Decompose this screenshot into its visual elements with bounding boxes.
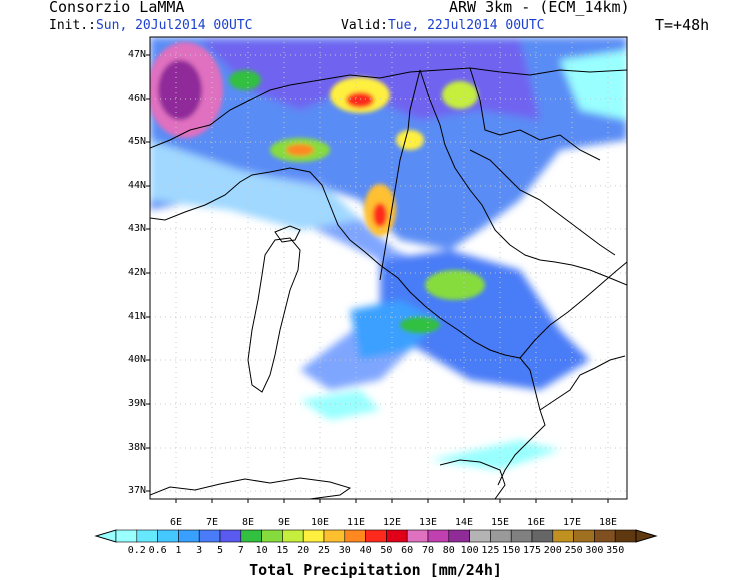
lon-label-11e: 11E [346, 517, 366, 528]
colorbar-swatch [510, 529, 533, 543]
lon-label-9e: 9E [277, 517, 291, 528]
lon-label-17e: 17E [562, 517, 582, 528]
colorbar-swatch [448, 529, 470, 543]
lat-label-39n: 39N [127, 398, 146, 409]
colorbar-swatch [552, 529, 574, 543]
lat-label-41n: 41N [127, 311, 146, 322]
colorbar-left-arrow [94, 529, 117, 543]
colorbar-swatch [427, 529, 450, 543]
colorbar-swatch [469, 529, 491, 543]
colorbar-swatch [178, 529, 200, 543]
colorbar-swatch [406, 529, 429, 543]
colorbar-label: 25 [317, 545, 331, 556]
colorbar-label: 50 [380, 545, 393, 556]
colorbar-swatch [157, 529, 179, 543]
colorbar-title: Total Precipitation [mm/24h] [249, 561, 502, 579]
lat-label-47n: 47N [127, 49, 146, 60]
lon-label-16e: 16E [526, 517, 546, 528]
lat-label-40n: 40N [127, 354, 146, 365]
colorbar-swatch [531, 529, 554, 543]
colorbar-swatch [344, 529, 366, 543]
colorbar-label: 80 [442, 545, 455, 556]
colorbar-label: 3 [196, 545, 203, 556]
coastlines [150, 67, 627, 499]
colorbar-label: 200 [543, 545, 562, 556]
colorbar-swatch [594, 529, 616, 543]
lat-label-38n: 38N [127, 442, 146, 453]
lat-label-44n: 44N [127, 180, 146, 191]
axis-ticks [146, 54, 609, 503]
lat-label-45n: 45N [127, 136, 146, 147]
colorbar-swatch [323, 529, 346, 543]
colorbar-swatch [365, 529, 387, 543]
colorbar-label: 175 [522, 545, 542, 556]
colorbar-swatch [490, 529, 512, 543]
lat-label-43n: 43N [127, 223, 146, 234]
lon-label-18e: 18E [598, 517, 618, 528]
colorbar [94, 529, 658, 543]
graticule [150, 37, 627, 499]
colorbar-swatch [302, 529, 325, 543]
valid-time: Valid:Tue, 22Jul2014 00UTC [341, 18, 545, 33]
lat-label-37n: 37N [127, 485, 146, 496]
lat-label-46n: 46N [127, 93, 146, 104]
lon-label-14e: 14E [454, 517, 474, 528]
colorbar-label: 60 [401, 545, 414, 556]
precipitation-field [150, 37, 627, 499]
lon-label-15e: 15E [490, 517, 510, 528]
colorbar-label: 0.2 [127, 545, 146, 556]
lead-time: T=+48h [655, 16, 710, 34]
colorbar-swatch [614, 529, 637, 543]
colorbar-swatch [136, 529, 158, 543]
init-label: Init.: [49, 18, 96, 33]
colorbar-label: 300 [585, 545, 604, 556]
colorbar-right-arrow [635, 529, 658, 543]
colorbar-label: 125 [481, 545, 500, 556]
colorbar-label: 5 [216, 545, 224, 556]
colorbar-label: 7 [237, 545, 244, 556]
colorbar-swatch [261, 529, 283, 543]
colorbar-swatch [219, 529, 242, 543]
lon-label-6e: 6E [169, 517, 183, 528]
lon-label-8e: 8E [241, 517, 255, 528]
colorbar-label: 30 [338, 545, 351, 556]
colorbar-swatch [115, 529, 138, 543]
colorbar-label: 250 [564, 545, 583, 556]
colorbar-swatch [240, 529, 262, 543]
colorbar-label: 100 [460, 545, 479, 556]
map-frame [149, 36, 628, 500]
valid-value: Tue, 22Jul2014 00UTC [387, 18, 545, 33]
lon-label-12e: 12E [382, 517, 402, 528]
colorbar-label: 40 [359, 545, 372, 556]
colorbar-label: 1 [175, 545, 182, 556]
colorbar-label: 15 [276, 545, 289, 556]
colorbar-swatch [282, 529, 304, 543]
valid-label: Valid: [341, 18, 388, 33]
colorbar-swatch [386, 529, 408, 543]
colorbar-label: 150 [502, 545, 521, 556]
colorbar-label: 0.6 [148, 545, 167, 556]
init-value: Sun, 20Jul2014 00UTC [95, 18, 253, 33]
colorbar-label: 20 [297, 545, 310, 556]
colorbar-label: 10 [255, 545, 268, 556]
lon-label-7e: 7E [205, 517, 219, 528]
colorbar-label: 350 [606, 545, 625, 556]
init-time: Init.:Sun, 20Jul2014 00UTC [49, 18, 253, 33]
source-title: Consorzio LaMMA [49, 0, 185, 16]
lon-label-10e: 10E [310, 517, 330, 528]
lon-label-13e: 13E [418, 517, 438, 528]
colorbar-swatch [573, 529, 595, 543]
precip-heavy [150, 42, 485, 333]
model-title: ARW 3km - (ECM_14km) [449, 0, 630, 16]
lat-label-42n: 42N [127, 267, 146, 278]
colorbar-label: 70 [421, 545, 435, 556]
colorbar-swatch [198, 529, 221, 543]
